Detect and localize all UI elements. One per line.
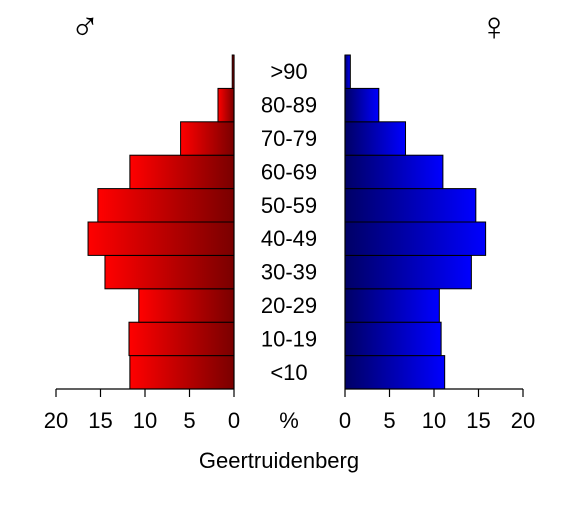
age-group-label: 60-69 [261,159,317,184]
female-bar-8 [344,87,380,123]
chart-title: Geertruidenberg [199,448,359,473]
male-bar-6 [129,154,235,190]
male-x-tick-label: 15 [88,408,112,433]
female-x-tick-label: 15 [466,408,490,433]
female-x-tick-label: 0 [339,408,351,433]
female-bars [344,54,487,390]
axes: 0 0 5 5 10 10 15 15 20 20 [44,55,535,433]
female-symbol: ♀ [479,5,509,49]
male-bar-0 [129,355,235,390]
age-group-label: 70-79 [261,126,317,151]
age-group-label: 30-39 [261,260,317,285]
age-group-label: 50-59 [261,193,317,218]
male-bar-5 [97,188,235,223]
female-bar-6 [344,154,444,190]
female-x-tick-label: 5 [383,408,395,433]
male-x-tick-label: 20 [44,408,68,433]
age-group-label: 10-19 [261,326,317,351]
age-group-labels: <10 10-19 20-29 30-39 40-49 50-59 60-69 70-79 80… [261,59,317,385]
age-group-label: 80-89 [261,93,317,118]
female-bar-4 [344,221,487,256]
female-bar-5 [344,188,477,223]
male-bar-2 [138,288,235,323]
female-x-tick-label: 20 [511,408,535,433]
male-x-tick-label: 0 [228,408,240,433]
male-bar-8 [217,87,235,123]
age-group-label: 40-49 [261,226,317,251]
female-bar-3 [344,254,472,290]
female-x-tick-label: 10 [422,408,446,433]
male-x-tick-label: 5 [183,408,195,433]
female-bar-9 [344,54,351,89]
female-bar-1 [344,321,442,357]
female-bar-7 [344,121,407,156]
age-group-label: <10 [270,360,307,385]
male-bar-4 [87,221,235,256]
male-bars [87,54,235,390]
age-group-label: >90 [270,59,307,84]
age-group-label: 20-29 [261,293,317,318]
male-bar-7 [180,121,235,156]
male-bar-1 [128,321,235,357]
male-bar-3 [104,254,235,290]
male-x-tick-label: 10 [133,408,157,433]
male-symbol: ♂ [70,5,100,49]
female-bar-2 [344,288,440,323]
female-bar-0 [344,355,446,390]
unit-label: % [279,408,299,433]
